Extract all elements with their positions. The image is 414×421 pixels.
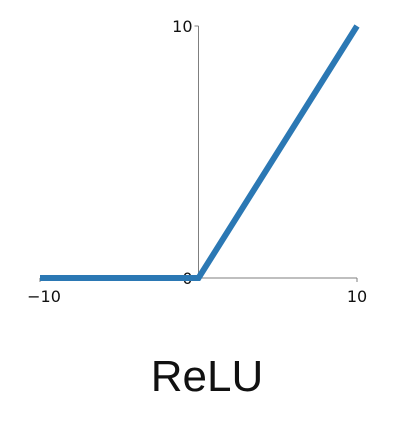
- relu-series-line: [40, 24, 360, 281]
- x-tick-label-neg10: −10: [27, 287, 61, 306]
- chart: 10 0 −10 10: [27, 17, 367, 306]
- x-tick-label-10: 10: [347, 287, 367, 306]
- chart-title: ReLU: [150, 352, 264, 401]
- y-tick-label-10: 10: [172, 17, 192, 36]
